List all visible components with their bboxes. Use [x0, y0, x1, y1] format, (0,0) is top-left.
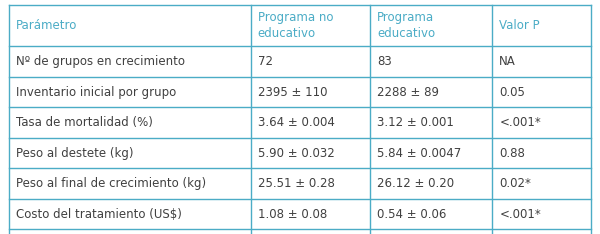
Text: <.001*: <.001* — [499, 116, 541, 129]
Text: NA: NA — [499, 55, 516, 68]
Text: 0.02*: 0.02* — [499, 177, 531, 190]
Text: <.001*: <.001* — [499, 208, 541, 221]
Text: 2288 ± 89: 2288 ± 89 — [377, 86, 439, 99]
Text: 26.12 ± 0.20: 26.12 ± 0.20 — [377, 177, 454, 190]
Text: Costo del tratamiento (US$): Costo del tratamiento (US$) — [16, 208, 182, 221]
Text: 83: 83 — [377, 55, 392, 68]
Text: Parámetro: Parámetro — [16, 19, 77, 32]
Text: 0.54 ± 0.06: 0.54 ± 0.06 — [377, 208, 446, 221]
Text: Inventario inicial por grupo: Inventario inicial por grupo — [16, 86, 176, 99]
Text: Programa no
educativo: Programa no educativo — [258, 11, 333, 40]
Text: 25.51 ± 0.28: 25.51 ± 0.28 — [258, 177, 335, 190]
Text: 1.08 ± 0.08: 1.08 ± 0.08 — [258, 208, 327, 221]
Text: 5.84 ± 0.0047: 5.84 ± 0.0047 — [377, 147, 461, 160]
Text: 2395 ± 110: 2395 ± 110 — [258, 86, 327, 99]
Text: 3.64 ± 0.004: 3.64 ± 0.004 — [258, 116, 335, 129]
Text: Peso al destete (kg): Peso al destete (kg) — [16, 147, 134, 160]
Text: 5.90 ± 0.032: 5.90 ± 0.032 — [258, 147, 334, 160]
Text: Tasa de mortalidad (%): Tasa de mortalidad (%) — [16, 116, 153, 129]
Text: Valor P: Valor P — [499, 19, 540, 32]
Text: Peso al final de crecimiento (kg): Peso al final de crecimiento (kg) — [16, 177, 206, 190]
Text: 3.12 ± 0.001: 3.12 ± 0.001 — [377, 116, 454, 129]
Text: 0.88: 0.88 — [499, 147, 525, 160]
Text: Nº de grupos en crecimiento: Nº de grupos en crecimiento — [16, 55, 185, 68]
Text: 72: 72 — [258, 55, 273, 68]
Text: Programa
educativo: Programa educativo — [377, 11, 435, 40]
Text: 0.05: 0.05 — [499, 86, 525, 99]
